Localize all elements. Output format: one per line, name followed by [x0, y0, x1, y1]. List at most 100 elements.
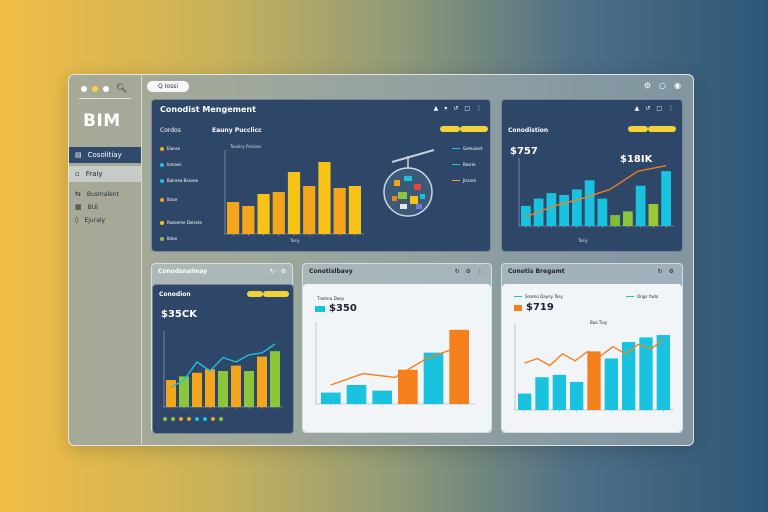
legend-label: Gemusert	[463, 146, 483, 151]
pin-icon[interactable]: ▲	[433, 105, 439, 112]
bar	[166, 380, 176, 407]
bar	[635, 185, 646, 226]
bottom-left-chart	[163, 331, 283, 409]
window-dot[interactable]	[103, 86, 109, 92]
sidebar-item-4[interactable]: ◊ Ejuraly	[69, 214, 141, 226]
bar	[552, 374, 566, 410]
sidebar-item-label: Ejuraly	[84, 216, 106, 224]
bar	[423, 352, 444, 404]
sidebar-item-label: Cosolitiay	[87, 151, 122, 159]
legend-swatch	[203, 417, 207, 421]
legend-swatch	[179, 417, 183, 421]
line-series	[524, 339, 664, 367]
expand-icon[interactable]: □	[464, 105, 470, 112]
refresh-icon[interactable]: ↻	[657, 268, 663, 275]
more-icon[interactable]: ⋮	[668, 105, 674, 112]
sidebar-item-label: Fraiy	[85, 170, 103, 178]
tab-eauny[interactable]: Eauny Pucclicc	[212, 127, 262, 134]
refresh-icon[interactable]: ↻	[269, 268, 275, 275]
search-bar[interactable]: Q Iossi	[147, 81, 189, 92]
tab-cordos[interactable]: Cordos	[160, 127, 181, 134]
card-title: Conodsnalmay	[158, 268, 208, 275]
legend-line	[452, 164, 460, 165]
stat-value: $350	[329, 303, 357, 314]
legend-item: Balreea Basvee	[160, 178, 198, 183]
bar	[348, 186, 361, 234]
pin-icon[interactable]: ▲	[634, 105, 640, 112]
expand-icon[interactable]: □	[656, 105, 662, 112]
sidebar-item-label: BUI	[87, 203, 98, 211]
sidebar-item-label: Busmalent	[86, 190, 119, 198]
search-icon[interactable]: 🔍︎	[116, 84, 128, 94]
bar	[333, 188, 346, 234]
toggle-pill[interactable]	[648, 126, 676, 132]
legend-label: Jlacem	[463, 178, 477, 183]
sidebar-item-1[interactable]: ▫ Fraiy	[69, 166, 141, 182]
panel-toolbar: ▲ ▾ ↺ □ ⋮	[434, 105, 482, 112]
window-dot[interactable]	[92, 86, 98, 92]
notification-icon[interactable]: ○	[659, 81, 667, 90]
crane-globe-illustration	[383, 149, 435, 217]
legend-label: Ibsse	[167, 197, 178, 202]
legend-swatch	[187, 417, 191, 421]
toggle-pill[interactable]	[247, 291, 263, 297]
bar	[572, 189, 582, 226]
settings-icon[interactable]: ⚙	[668, 268, 674, 275]
more-icon[interactable]: ⋮	[476, 105, 482, 112]
legend-item: Ongs Yudo	[626, 294, 658, 299]
bar	[218, 371, 228, 407]
bar	[604, 358, 618, 410]
line-series	[525, 165, 667, 218]
bar	[610, 215, 620, 226]
settings-icon[interactable]: ⚙	[280, 268, 286, 275]
bar	[318, 162, 331, 234]
bar	[303, 186, 316, 234]
legend-label: Iomoes	[167, 162, 182, 167]
settings-icon[interactable]: ⚙	[643, 81, 652, 90]
toggle-pill[interactable]	[263, 291, 289, 297]
share-icon[interactable]: ↺	[645, 105, 651, 112]
legend-swatch	[514, 305, 522, 311]
toggle-pill[interactable]	[628, 126, 648, 132]
legend-item: Jlacem	[452, 178, 476, 183]
legend-line	[514, 296, 522, 297]
bar	[270, 351, 280, 407]
dashboard-window: 🔍︎ BIM ▤ Cosolitiay ▫ Fraiy ⇆ Busmalent …	[68, 74, 694, 446]
legend-label: Tnamro Daey	[317, 296, 344, 301]
main-bar-chart	[224, 150, 364, 236]
sidebar-item-0[interactable]: ▤ Cosolitiay	[69, 147, 141, 163]
stat-value: $35CK	[161, 309, 197, 320]
more-icon[interactable]: ⋮	[477, 268, 483, 275]
legend-label: Besrie	[463, 162, 476, 167]
bar	[584, 180, 595, 226]
list-icon: ▫	[75, 170, 80, 178]
legend-item: Ibsse	[160, 197, 177, 202]
user-icon[interactable]: ◉	[674, 81, 681, 90]
legend-swatch	[195, 417, 199, 421]
toggle-pill[interactable]	[460, 126, 488, 132]
stat-value: $719	[526, 302, 554, 313]
bottom-middle-chart	[315, 322, 475, 406]
bottom-middle-card: Conotislbavy ↻ ⚙ ⋮ Tnamro Daey $350	[302, 263, 492, 433]
sidebar: 🔍︎ BIM ▤ Cosolitiay ▫ Fraiy ⇆ Busmalent …	[69, 75, 142, 445]
toggle-pill[interactable]	[440, 126, 460, 132]
card-title: Conotis Bregamt	[508, 268, 565, 275]
window-dot[interactable]	[81, 86, 87, 92]
settings-icon[interactable]: ⚙	[465, 268, 471, 275]
filter-icon[interactable]: ▾	[444, 105, 448, 112]
bar	[179, 376, 189, 407]
legend-item: Elanse	[160, 146, 180, 151]
line-series	[170, 343, 276, 388]
bar	[205, 369, 215, 407]
window-controls: 🔍︎	[81, 84, 127, 94]
bar	[622, 342, 636, 410]
refresh-icon[interactable]: ↻	[454, 268, 460, 275]
legend-label: Ibtae	[167, 236, 178, 241]
sidebar-item-3[interactable]: ▦ BUI	[69, 201, 141, 213]
legend-item: Ibtae	[160, 236, 177, 241]
legend-row	[163, 417, 223, 421]
grid-icon: ▦	[75, 203, 82, 211]
sidebar-item-2[interactable]: ⇆ Busmalent	[69, 188, 141, 200]
brand-logo: BIM	[83, 111, 121, 131]
share-icon[interactable]: ↺	[453, 105, 459, 112]
